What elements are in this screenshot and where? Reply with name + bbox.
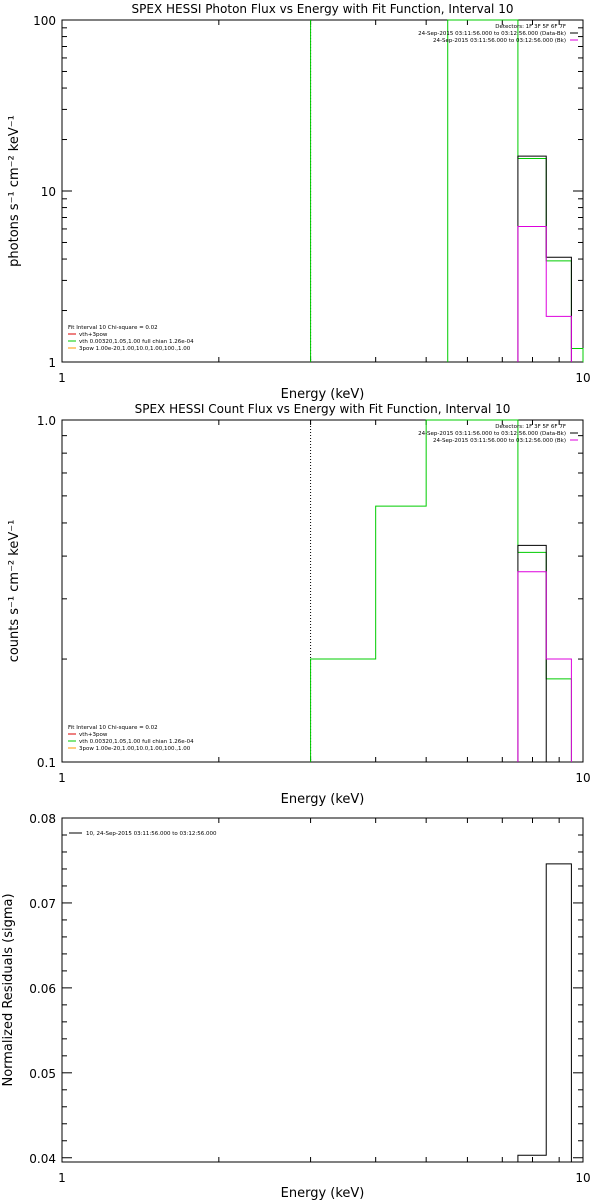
- plot-frame: [61, 419, 584, 763]
- y-tick-label: 0.04: [29, 1152, 56, 1166]
- x-tick-label: 1: [58, 371, 66, 385]
- series-1-histogram: [517, 544, 547, 762]
- plot-frame: [61, 19, 584, 363]
- x-tick-label: 1: [58, 771, 66, 785]
- series-0-histogram: [310, 419, 572, 762]
- series-0-histogram: [310, 19, 584, 362]
- y-tick-label: 0.1: [37, 756, 56, 770]
- legend-fit-header: Fit Interval 10 Chi-square = 0.02: [68, 325, 158, 331]
- series-2-histogram: [517, 571, 572, 762]
- x-tick-label: 10: [575, 1171, 590, 1185]
- legend-bottom-entry: vth 0.00320,1.05,1.00 full chian 1.26e-0…: [79, 739, 194, 745]
- x-tick-label: 10: [575, 371, 590, 385]
- legend-top-entry: 24-Sep-2015 03:11:56.000 to 03:12:56.000…: [433, 38, 566, 44]
- y-tick-label: 1: [48, 356, 56, 370]
- y-tick-label: 1.0: [37, 414, 56, 428]
- residuals-panel: 1 10 0.04 0.05 0.06 0.07 0.08 Energy (keV) Norma…: [1, 812, 591, 1200]
- series-2-histogram: [517, 226, 572, 362]
- legend-bottom-entry: vth+3pow: [79, 332, 108, 338]
- x-tick-label: 10: [575, 771, 590, 785]
- legend-bottom-entry: vth 0.00320,1.05,1.00 full chian 1.26e-0…: [79, 339, 194, 345]
- x-axis-label: Energy (keV): [281, 792, 365, 807]
- count-flux-panel: SPEX HESSI Count Flux vs Energy with Fit…: [7, 402, 591, 807]
- x-tick-label: 1: [58, 1171, 66, 1185]
- y-axis-label: counts s⁻¹ cm⁻² keV⁻¹: [7, 520, 22, 663]
- legend-top-entry: 24-Sep-2015 03:11:56.000 to 03:12:56.000…: [418, 431, 566, 437]
- y-tick-label: 0.05: [29, 1067, 56, 1081]
- chart-title: SPEX HESSI Photon Flux vs Energy with Fi…: [132, 2, 514, 16]
- y-axis-label: photons s⁻¹ cm⁻² keV⁻¹: [7, 115, 22, 267]
- series-0-histogram: [517, 863, 572, 1162]
- legend-top-entry: Detectors: 1F 3F 5F 6F 7F: [495, 24, 566, 30]
- y-tick-label: 100: [33, 14, 56, 28]
- series-1-histogram: [517, 155, 572, 362]
- y-tick-label: 0.06: [29, 982, 56, 996]
- legend-entry: 10, 24-Sep-2015 03:11:56.000 to 03:12:56…: [86, 831, 217, 837]
- y-tick-label: 10: [41, 185, 56, 199]
- y-axis-label: Normalized Residuals (sigma): [1, 893, 16, 1086]
- y-tick-label: 0.08: [29, 812, 56, 826]
- legend-bottom-entry: 3pow 1.00e-20,1.00,10.0,1.00,100.,1.00: [79, 746, 191, 752]
- plot-frame: [61, 817, 584, 1163]
- legend-top-entry: Detectors: 1F 3F 5F 6F 7F: [495, 424, 566, 430]
- legend-top-entry: 24-Sep-2015 03:11:56.000 to 03:12:56.000…: [418, 31, 566, 37]
- chart-title: SPEX HESSI Count Flux vs Energy with Fit…: [135, 402, 511, 416]
- legend-bottom-entry: vth+3pow: [79, 732, 108, 738]
- photon-flux-panel: SPEX HESSI Photon Flux vs Energy with Fi…: [7, 2, 591, 402]
- legend-top-entry: 24-Sep-2015 03:11:56.000 to 03:12:56.000…: [433, 438, 566, 444]
- legend-fit-header: Fit Interval 10 Chi-square = 0.02: [68, 725, 158, 731]
- legend-bottom-entry: 3pow 1.00e-20,1.00,10.0,1.00,100.,1.00: [79, 346, 191, 352]
- x-axis-label: Energy (keV): [281, 1186, 365, 1200]
- y-tick-label: 0.07: [29, 897, 56, 911]
- x-axis-label: Energy (keV): [281, 387, 365, 402]
